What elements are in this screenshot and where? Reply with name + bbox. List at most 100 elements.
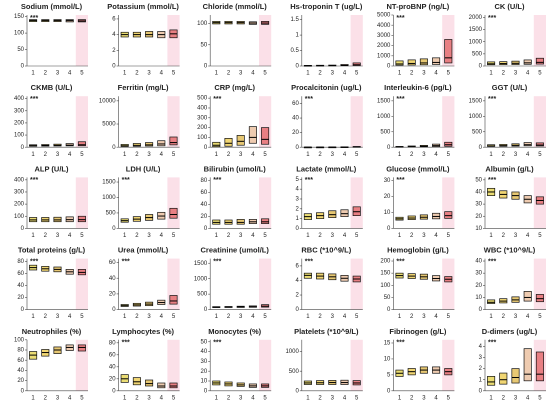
x-tick-label: 1: [306, 233, 310, 239]
y-tick-label: 40: [17, 368, 24, 374]
x-tick-label: 3: [147, 152, 151, 158]
x-tick-label: 4: [526, 152, 530, 158]
y-tick-label: 2: [295, 206, 299, 212]
x-tick-label: 2: [135, 314, 139, 320]
x-tick-label: 4: [160, 314, 164, 320]
box: [261, 127, 270, 145]
panel-title: RBC (*10^9/L): [301, 246, 351, 255]
highlight-band: [75, 258, 88, 310]
box: [132, 377, 141, 386]
x-tick-label: 5: [263, 233, 267, 239]
highlight-band: [75, 339, 88, 391]
x-tick-label: 1: [398, 71, 402, 77]
y-tick-label: 10000: [99, 98, 116, 104]
highlight-band: [533, 96, 546, 148]
y-tick-label: 1500: [377, 98, 391, 104]
x-tick-label: 5: [355, 314, 359, 320]
x-tick-label: 2: [502, 71, 506, 77]
y-tick-label: 100: [14, 337, 25, 343]
x-tick-label: 2: [44, 314, 48, 320]
box: [499, 372, 508, 385]
x-tick-label: 1: [489, 395, 493, 401]
x-tick-label: 4: [343, 314, 347, 320]
y-tick-label: 20: [17, 295, 24, 301]
y-tick-label: 10: [384, 210, 391, 216]
y-tick-label: 0: [21, 145, 25, 151]
annotation: ***: [213, 258, 221, 265]
y-tick-label: 2: [479, 366, 483, 372]
annotation: ***: [30, 258, 38, 265]
highlight-band: [167, 96, 180, 148]
y-tick-label: 40: [475, 259, 482, 265]
panel-title: Hemoglobin (g/L): [387, 246, 449, 255]
x-tick-label: 2: [318, 233, 322, 239]
highlight-band: [259, 177, 272, 229]
box: [77, 141, 86, 147]
panel-title: CK (U/L): [495, 2, 525, 11]
x-tick-label: 4: [434, 233, 438, 239]
y-tick-label: 30: [475, 202, 482, 208]
panel-title: Platelets (*10^9/L): [294, 327, 359, 336]
y-tick-label: 80: [17, 259, 24, 265]
highlight-band: [350, 96, 363, 148]
x-tick-label: 4: [526, 233, 530, 239]
y-tick-label: 3: [295, 197, 299, 203]
x-tick-label: 4: [343, 71, 347, 77]
y-tick-label: 5000: [102, 122, 116, 128]
x-tick-label: 3: [514, 314, 518, 320]
x-tick-label: 4: [68, 314, 72, 320]
y-tick-label: 1000: [194, 276, 208, 282]
panel-title: Potassium (mmol/L): [107, 2, 179, 11]
highlight-band: [259, 15, 272, 66]
x-tick-label: 4: [343, 152, 347, 158]
panel-title: Lactate (mmol/L): [296, 164, 357, 173]
x-tick-label: 2: [410, 314, 414, 320]
highlight-band: [75, 177, 88, 229]
x-tick-label: 5: [355, 71, 359, 77]
y-tick-label: 500: [197, 292, 208, 298]
box: [432, 57, 441, 65]
x-tick-label: 1: [398, 152, 402, 158]
x-tick-label: 3: [422, 233, 426, 239]
y-tick-label: 100: [197, 135, 208, 141]
box: [77, 344, 86, 352]
x-tick-label: 4: [251, 314, 255, 320]
y-tick-label: 10: [475, 295, 482, 301]
y-tick-label: 5000: [377, 13, 391, 19]
panel-title: D-dimers (ug/L): [482, 327, 538, 336]
y-tick-label: 0: [21, 64, 25, 70]
y-tick-label: 5: [295, 177, 299, 183]
y-tick-label: 15: [384, 341, 391, 347]
y-tick-label: 3: [479, 355, 483, 361]
panel-title: LDH (U/L): [126, 164, 161, 173]
y-tick-label: 30: [475, 271, 482, 277]
x-tick-label: 5: [172, 395, 176, 401]
box: [523, 142, 532, 147]
y-tick-label: 4: [295, 278, 299, 284]
x-tick-label: 3: [56, 71, 60, 77]
y-tick-label: 0: [204, 145, 208, 151]
highlight-band: [442, 258, 455, 310]
y-tick-label: 20: [109, 376, 116, 382]
x-tick-label: 2: [502, 152, 506, 158]
x-tick-label: 2: [227, 395, 231, 401]
x-tick-label: 4: [68, 233, 72, 239]
box: [145, 142, 154, 147]
box: [157, 140, 166, 147]
y-tick-label: 50: [201, 339, 208, 345]
y-tick-label: 10: [201, 379, 208, 385]
x-tick-label: 3: [514, 395, 518, 401]
y-tick-label: 1: [295, 33, 299, 39]
annotation: ***: [122, 340, 130, 347]
x-tick-label: 4: [68, 71, 72, 77]
x-tick-label: 5: [447, 233, 451, 239]
y-tick-label: 4: [295, 187, 299, 193]
x-tick-label: 4: [251, 395, 255, 401]
x-tick-label: 3: [239, 152, 243, 158]
x-tick-label: 3: [239, 314, 243, 320]
x-tick-label: 5: [172, 152, 176, 158]
x-tick-label: 5: [263, 71, 267, 77]
y-tick-label: 20: [475, 283, 482, 289]
x-tick-label: 3: [239, 395, 243, 401]
y-tick-label: 1000: [377, 53, 391, 59]
